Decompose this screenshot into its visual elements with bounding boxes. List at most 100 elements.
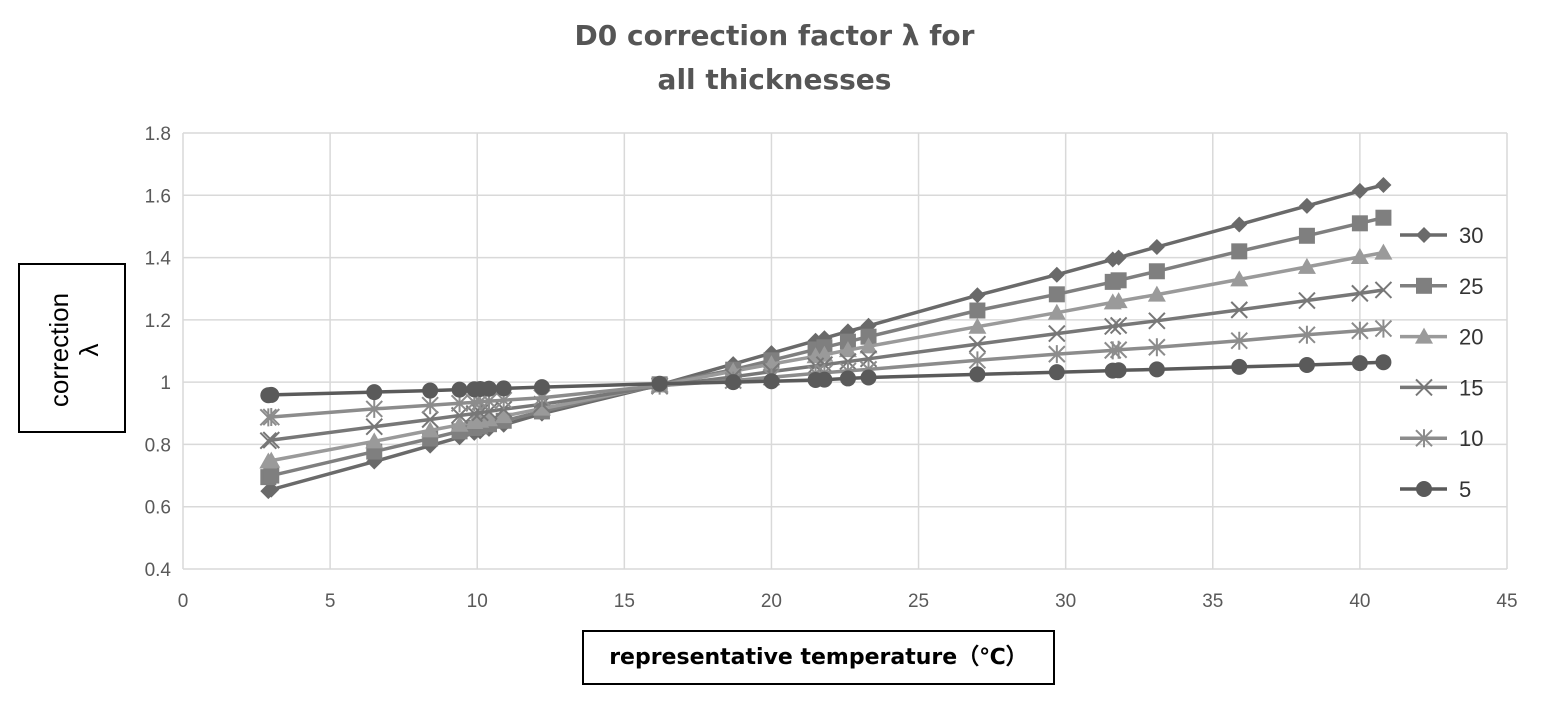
- x-tick-label: 5: [325, 591, 336, 612]
- data-point-5: [480, 380, 497, 397]
- x-axis-label-box: representative temperature（℃）: [582, 630, 1055, 685]
- data-point-20: [859, 337, 878, 354]
- data-point-5: [263, 386, 280, 403]
- y-axis-label-line-1: correction: [44, 292, 74, 408]
- y-axis-label-box: correction λ: [18, 263, 126, 433]
- data-point-20: [1047, 303, 1066, 320]
- data-point-20: [450, 415, 469, 432]
- legend-marker-square: [1416, 277, 1432, 294]
- data-point-15: [1109, 316, 1128, 335]
- y-tick-label: 1: [160, 373, 171, 394]
- legend-label: 20: [1459, 325, 1483, 350]
- data-point-10: [259, 408, 278, 427]
- series-line-15: [267, 288, 1384, 443]
- legend-marker-diamond: [1416, 227, 1432, 243]
- legend-marker-x: [1415, 378, 1433, 397]
- data-point-30: [1048, 266, 1065, 283]
- data-point-20: [1374, 243, 1393, 260]
- data-point-20: [1230, 270, 1249, 287]
- data-point-5: [422, 382, 439, 399]
- data-point-15: [494, 400, 513, 418]
- data-point-10: [1374, 319, 1393, 338]
- data-point-5: [495, 380, 512, 397]
- data-point-20: [838, 341, 857, 358]
- data-point-30: [1231, 216, 1248, 233]
- data-point-20: [1350, 247, 1369, 264]
- data-point-20: [365, 432, 384, 449]
- series-30: [260, 177, 1392, 500]
- data-point-10: [968, 351, 987, 370]
- data-point-25: [1148, 263, 1165, 280]
- tick-labels: 0.4 0.6 0.8 1 1.2 1.4 1.6 1.8 0 5 10 15 20 25 30 35 40 45: [145, 124, 1518, 612]
- data-point-5: [651, 375, 668, 392]
- data-point-20: [1147, 285, 1166, 302]
- legend-item-30: 30: [1400, 223, 1483, 248]
- series-20: [259, 243, 1393, 469]
- data-point-5: [451, 381, 468, 398]
- data-point-30: [263, 481, 280, 498]
- data-point-5: [1148, 361, 1165, 378]
- legend: 30 25 20 15 10 5: [1400, 223, 1483, 502]
- data-point-20: [968, 317, 987, 334]
- series-group: [259, 177, 1393, 500]
- data-point-10: [365, 399, 383, 418]
- data-point-25: [1298, 227, 1315, 244]
- data-point-30: [1110, 249, 1127, 266]
- series-5: [260, 354, 1392, 404]
- data-point-10: [262, 408, 280, 427]
- data-point-20: [724, 362, 743, 379]
- data-point-5: [533, 379, 550, 396]
- data-point-15: [1148, 312, 1166, 330]
- data-point-25: [1375, 209, 1392, 226]
- data-point-15: [1298, 291, 1316, 310]
- data-point-5: [816, 371, 833, 388]
- legend-label: 10: [1459, 426, 1483, 451]
- legend-item-10: 10: [1400, 426, 1483, 451]
- legend-item-15: 15: [1400, 375, 1483, 400]
- legend-label: 25: [1459, 274, 1483, 299]
- legend-marker-star: [1415, 429, 1433, 448]
- data-point-15: [1104, 317, 1122, 336]
- data-point-25: [969, 302, 986, 319]
- legend-item-25: 25: [1400, 274, 1483, 299]
- data-point-30: [969, 287, 986, 304]
- data-point-15: [262, 431, 280, 449]
- data-point-10: [1230, 331, 1248, 350]
- data-point-5: [763, 373, 780, 390]
- data-point-15: [259, 431, 278, 450]
- chart-title-line-1: D0 correction factor λ for: [574, 19, 975, 52]
- data-point-20: [815, 345, 834, 362]
- legend-marker-circle: [1416, 481, 1432, 497]
- data-point-5: [1110, 362, 1127, 379]
- y-tick-label: 0.6: [145, 498, 171, 519]
- y-axis-label: correction λ: [44, 293, 104, 407]
- legend-marker-triangle: [1415, 327, 1433, 344]
- data-point-20: [532, 399, 551, 416]
- chart-title: D0 correction factor λ for all thickness…: [0, 14, 1549, 102]
- data-point-5: [366, 384, 383, 401]
- data-point-15: [450, 406, 469, 425]
- data-point-10: [421, 396, 439, 415]
- y-tick-label: 0.4: [145, 560, 172, 581]
- data-point-20: [421, 421, 440, 438]
- data-point-25: [1231, 243, 1248, 260]
- legend-item-5: 5: [1400, 477, 1471, 502]
- legend-item-20: 20: [1400, 325, 1483, 350]
- chart-title-line-2: all thicknesses: [657, 63, 892, 96]
- legend-label: 5: [1459, 477, 1471, 502]
- data-point-5: [839, 370, 856, 387]
- x-tick-label: 10: [467, 591, 488, 612]
- data-point-5: [725, 374, 742, 391]
- data-point-10: [1048, 345, 1066, 364]
- data-point-25: [1351, 215, 1368, 232]
- data-point-30: [1298, 197, 1315, 214]
- data-point-15: [365, 417, 383, 436]
- data-point-10: [1148, 338, 1166, 357]
- data-point-15: [1351, 284, 1369, 303]
- x-axis-label: representative temperature（℃）: [609, 645, 1028, 670]
- data-point-15: [968, 335, 987, 353]
- data-point-20: [1297, 257, 1316, 274]
- data-point-5: [1375, 354, 1392, 371]
- legend-label: 15: [1459, 375, 1483, 400]
